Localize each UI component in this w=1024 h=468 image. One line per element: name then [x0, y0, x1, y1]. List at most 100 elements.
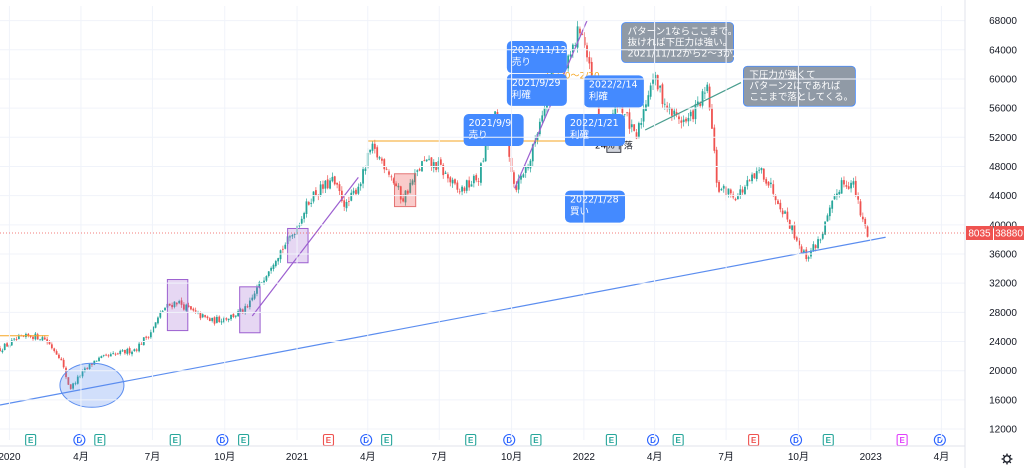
candle [234, 315, 237, 319]
y-tick-label: 20000 [989, 366, 1017, 377]
candle [571, 43, 574, 58]
earnings-marker[interactable]: E [322, 433, 335, 447]
candle [461, 185, 463, 196]
candle [329, 177, 331, 190]
marker-letter: E [826, 436, 832, 445]
earnings-marker[interactable]: E [465, 433, 477, 447]
candle [836, 189, 838, 201]
dividend-marker[interactable]: D [216, 433, 229, 447]
candle [435, 162, 438, 173]
candle [748, 178, 751, 182]
x-tick-label: 4月 [73, 451, 89, 463]
earnings-marker[interactable]: E [822, 433, 834, 447]
candle [338, 181, 341, 195]
earnings-marker[interactable]: E [672, 433, 684, 447]
candle [182, 302, 185, 311]
candle [470, 180, 473, 187]
earnings-marker[interactable]: E [238, 433, 250, 447]
candle [800, 244, 803, 254]
candle [574, 42, 577, 47]
candle [208, 317, 211, 322]
candle [180, 297, 183, 308]
candle [352, 187, 355, 196]
earnings-marker[interactable]: E [169, 433, 181, 447]
candle [140, 342, 143, 345]
candle [656, 74, 659, 92]
candle [206, 315, 209, 320]
dividend-marker[interactable]: D [789, 433, 803, 447]
candle [682, 115, 685, 127]
candle [300, 216, 303, 226]
callout-text: 2022/1/28 [570, 195, 619, 206]
candle [670, 107, 673, 121]
dividend-marker[interactable]: D [503, 433, 516, 447]
candle [194, 307, 197, 314]
highlight-box [393, 173, 417, 208]
gear-icon[interactable] [1001, 453, 1013, 465]
note[interactable]: パターン1ならここまで。抜ければ下圧力は強い。2021/11/12から2〜3か月… [621, 22, 761, 63]
candle [388, 169, 390, 178]
candle [390, 174, 393, 181]
candle [378, 155, 381, 161]
candle [864, 217, 867, 229]
earnings-marker[interactable]: E [94, 433, 106, 447]
callout-text: 利確 [512, 89, 532, 101]
candle [157, 316, 159, 325]
earnings-marker[interactable]: E [25, 433, 37, 447]
candle [362, 166, 364, 189]
dividend-marker[interactable]: D [933, 433, 946, 447]
earnings-marker[interactable]: E [530, 433, 542, 447]
dividend-marker[interactable]: D [73, 433, 86, 447]
candle [661, 82, 664, 109]
dividend-marker[interactable]: D [360, 433, 373, 447]
candle [623, 114, 626, 118]
candle [449, 176, 452, 187]
candle [779, 199, 782, 213]
candle [185, 303, 188, 313]
callout[interactable]: 2021/9/9売り [463, 114, 524, 146]
earnings-marker[interactable]: E [896, 433, 908, 447]
candle [432, 159, 435, 173]
candle [633, 124, 636, 132]
callout-text: 売り [469, 129, 488, 141]
candle [692, 108, 695, 123]
candle [411, 178, 414, 186]
candle [190, 306, 192, 311]
candle [439, 157, 442, 166]
candle [76, 374, 79, 385]
candle [164, 307, 166, 311]
candle [109, 352, 112, 357]
candle [62, 357, 65, 369]
candle [843, 176, 845, 188]
dividend-marker[interactable]: D [646, 433, 660, 447]
x-tick-label: 10月 [214, 451, 235, 463]
marker-letter: E [326, 436, 332, 445]
candle [267, 271, 270, 278]
ellipse-annotation [59, 362, 125, 408]
earnings-marker[interactable]: E [748, 433, 760, 447]
callout-text: 2022/2/14 [589, 79, 638, 90]
candle [703, 86, 706, 99]
candle [53, 347, 56, 353]
earnings-marker[interactable]: E [381, 433, 393, 447]
candle [477, 177, 480, 186]
candle [333, 175, 336, 186]
candle [517, 174, 520, 194]
candle [331, 172, 334, 183]
candle [159, 310, 162, 319]
candle [786, 207, 789, 223]
candle [576, 20, 579, 53]
earnings-marker[interactable]: E [605, 433, 617, 447]
highlight-box [239, 286, 261, 334]
note-text: パターン1ならここまで。 [628, 26, 738, 37]
x-tick-label: 2020 [0, 452, 21, 463]
candle [39, 338, 41, 341]
x-tick-label: 10月 [788, 451, 809, 463]
